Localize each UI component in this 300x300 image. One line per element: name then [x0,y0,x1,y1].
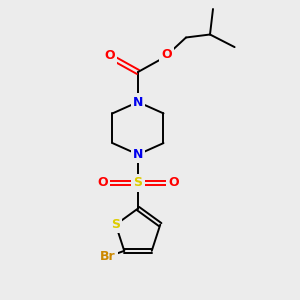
Text: N: N [133,148,143,161]
Text: Br: Br [100,250,116,263]
Text: O: O [168,176,179,190]
Text: O: O [104,49,115,62]
Text: S: S [134,176,142,190]
Text: O: O [161,48,172,61]
Text: O: O [97,176,108,190]
Text: N: N [133,95,143,109]
Text: S: S [111,218,120,231]
